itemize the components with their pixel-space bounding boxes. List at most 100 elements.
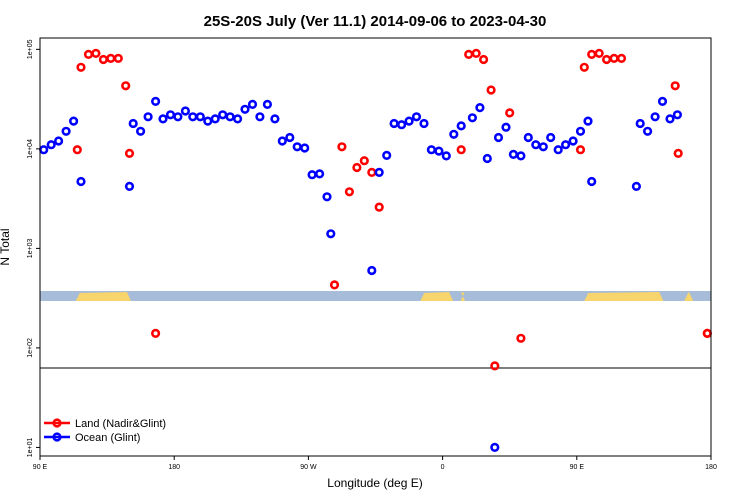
land-point	[337, 142, 347, 152]
plot-frame	[39, 37, 712, 457]
ocean-point	[247, 99, 258, 109]
ocean-point	[583, 116, 593, 126]
y-axis: 1e+01 1e+02 1e+03 1e+04 1e+05	[27, 39, 40, 457]
ocean-point	[672, 110, 683, 120]
ocean-point	[560, 140, 571, 150]
ocean-point	[482, 153, 492, 164]
land-mask	[40, 291, 711, 301]
ocean-point	[46, 140, 56, 150]
land-point	[673, 148, 683, 158]
y-axis-label: N Total	[0, 228, 12, 265]
land-point	[374, 202, 384, 212]
ocean-point	[411, 112, 422, 122]
ocean-point	[143, 112, 153, 122]
land-point	[329, 280, 340, 290]
land-patch	[684, 292, 694, 301]
ocean-point	[631, 181, 642, 191]
ocean-point	[322, 192, 332, 202]
ocean-point	[538, 142, 548, 152]
x-axis-label: Longitude (deg E)	[327, 476, 422, 490]
ocean-point	[523, 132, 533, 143]
ocean-point	[240, 104, 250, 114]
ocean-point	[124, 181, 135, 191]
land-point	[76, 62, 86, 72]
x-tick-label: 0	[441, 464, 445, 471]
ocean-point	[128, 118, 138, 129]
ocean-point	[315, 169, 325, 179]
ocean-point	[467, 113, 478, 123]
ocean-point	[158, 114, 168, 124]
ocean-point	[225, 112, 235, 122]
legend-marker	[52, 432, 62, 442]
land-point	[579, 62, 589, 72]
land-patch	[460, 292, 465, 301]
ocean-point	[475, 102, 485, 113]
ocean-point	[434, 146, 444, 156]
y-tick-label: 1e+05	[27, 39, 34, 59]
y-tick-label: 1e+03	[27, 238, 34, 258]
ocean-point	[76, 176, 86, 187]
ocean-point	[195, 112, 205, 122]
ocean-point	[657, 96, 668, 106]
ocean-point	[642, 126, 653, 136]
land-point	[490, 361, 500, 371]
ocean-point	[490, 442, 500, 453]
land-patch	[75, 292, 131, 301]
x-tick-label: 90 W	[300, 464, 317, 471]
ocean-point	[173, 112, 183, 122]
ocean-point	[397, 120, 407, 130]
land-point	[575, 145, 586, 155]
x-tick-label: 90 E	[33, 464, 48, 471]
ocean-point	[419, 118, 429, 129]
ocean-point	[300, 143, 310, 153]
ocean-point	[650, 112, 660, 122]
ocean-point	[546, 132, 556, 143]
ocean-point	[493, 132, 504, 143]
ocean-series	[39, 96, 683, 453]
ocean-point	[53, 136, 64, 146]
ocean-point	[270, 114, 280, 124]
land-point	[601, 54, 612, 65]
ocean-point	[456, 121, 466, 131]
ocean-point	[568, 136, 578, 146]
y-tick-label: 1e+01	[27, 437, 34, 457]
ocean-point	[136, 126, 146, 136]
legend: Land (Nadir&Glint) Ocean (Glint)	[44, 418, 166, 444]
land-series	[72, 48, 712, 371]
land-point	[479, 54, 489, 65]
chart-title: 25S-20S July (Ver 11.1) 2014-09-06 to 20…	[204, 13, 547, 30]
ocean-point	[449, 129, 459, 139]
ocean-point	[61, 126, 71, 136]
legend-marker	[52, 418, 62, 428]
ocean-point	[285, 132, 295, 143]
ocean-point	[665, 114, 675, 124]
ocean-point	[255, 112, 265, 122]
ocean-point	[382, 150, 392, 160]
ocean-point	[233, 114, 243, 124]
ocean-point	[553, 145, 563, 155]
land-point	[587, 49, 597, 60]
x-tick-label: 180	[705, 464, 717, 471]
legend-label: Ocean (Glint)	[75, 432, 140, 444]
ocean-point	[367, 265, 377, 276]
y-tick-label: 1e+02	[27, 338, 34, 358]
y-tick-label: 1e+04	[27, 139, 34, 159]
legend-label: Land (Nadir&Glint)	[75, 418, 166, 430]
x-tick-label: 180	[168, 464, 180, 471]
land-patch	[420, 292, 454, 301]
ocean-point	[587, 176, 597, 187]
land-point	[352, 162, 362, 173]
ocean-point	[203, 116, 213, 126]
ocean-point	[635, 118, 645, 129]
land-point	[616, 53, 627, 64]
land-point	[344, 187, 355, 197]
ocean-point	[277, 136, 287, 146]
ocean-point	[374, 167, 384, 177]
ocean-point	[575, 126, 586, 136]
land-point	[121, 81, 131, 91]
x-tick-label: 90 E	[570, 464, 585, 471]
ocean-point	[531, 140, 541, 150]
ocean-point	[210, 114, 220, 124]
land-point	[516, 333, 526, 343]
